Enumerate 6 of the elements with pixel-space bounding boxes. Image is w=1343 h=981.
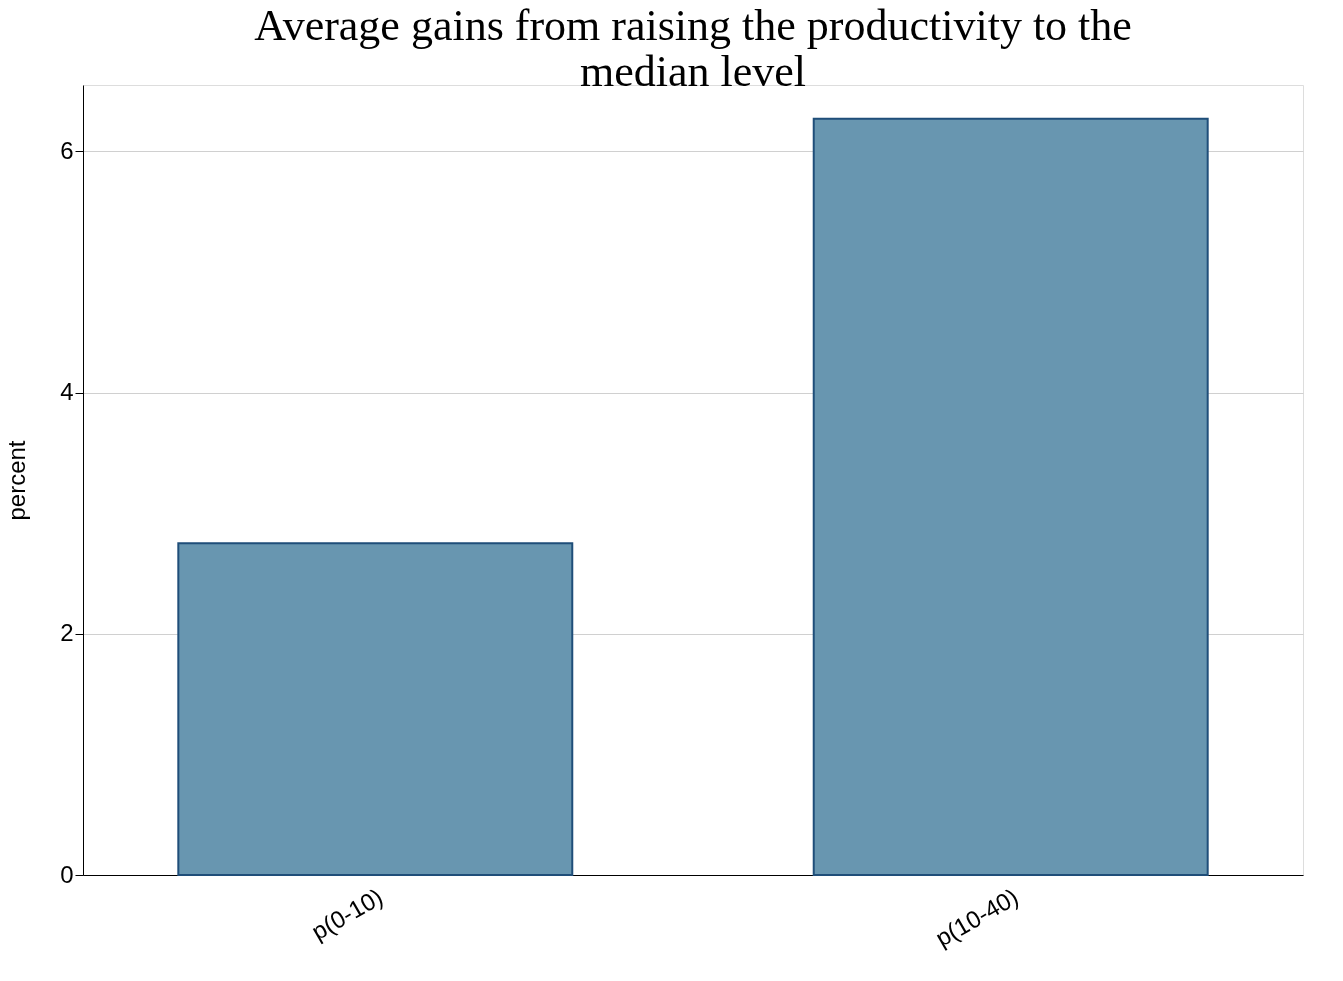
y-tick-label: 0 <box>60 860 74 888</box>
y-axis-title: percent <box>3 440 31 521</box>
chart-title: Average gains from raising the productivity to the median level <box>254 1 1132 96</box>
y-tick-label: 6 <box>60 136 74 164</box>
y-tick-label: 4 <box>60 378 74 406</box>
y-tick-label: 2 <box>60 619 74 647</box>
